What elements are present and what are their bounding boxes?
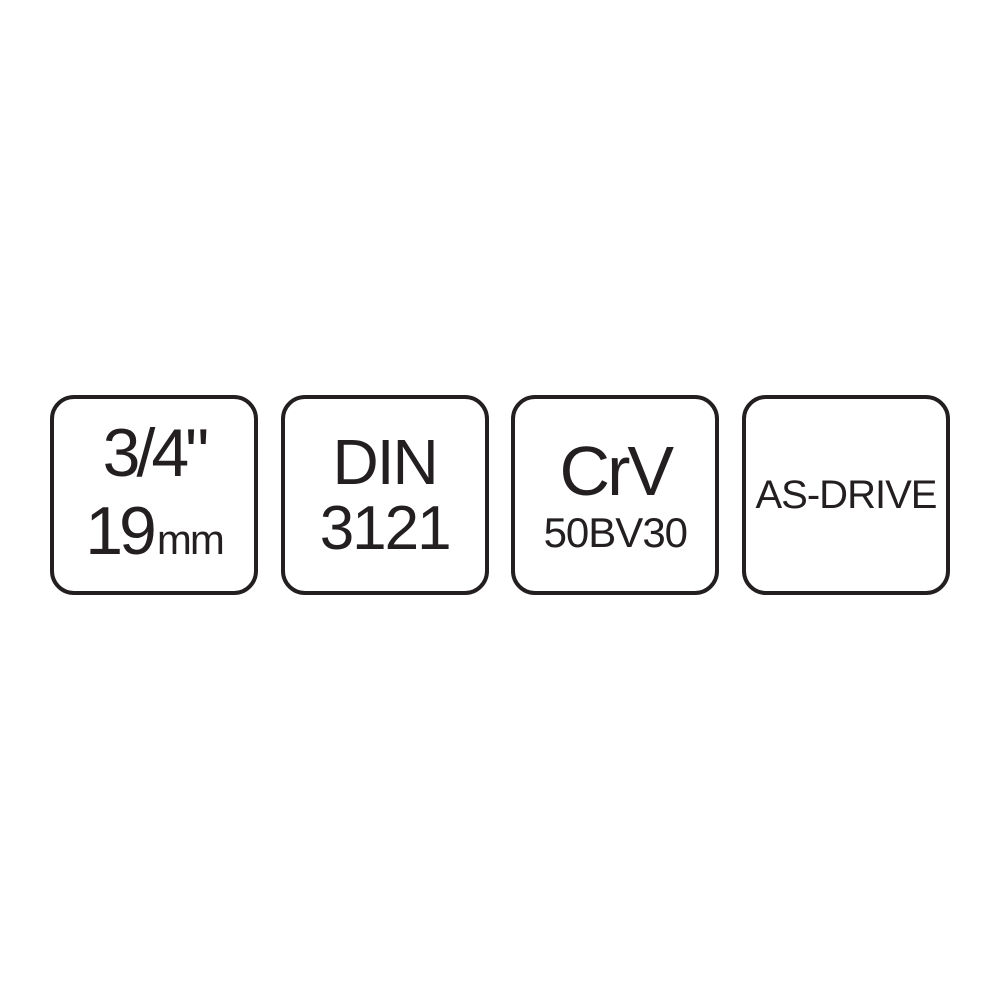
size-mm: 19mm [85, 497, 223, 565]
badge-crv: CrV 50BV30 [511, 395, 719, 595]
badge-size: 3/4" 19mm [50, 395, 258, 595]
size-inches: 3/4" [103, 419, 206, 487]
size-mm-unit: mm [157, 516, 223, 563]
din-number: 3121 [320, 498, 450, 560]
badge-asdrive: AS-DRIVE [742, 395, 950, 595]
crv-label: CrV [560, 436, 672, 506]
badge-din: DIN 3121 [281, 395, 489, 595]
din-label: DIN [333, 430, 437, 494]
asdrive-label: AS-DRIVE [756, 473, 937, 518]
crv-grade: 50BV30 [544, 512, 687, 554]
size-mm-number: 19 [85, 493, 153, 569]
spec-badges-row: 3/4" 19mm DIN 3121 CrV 50BV30 AS-DRIVE [50, 395, 950, 595]
